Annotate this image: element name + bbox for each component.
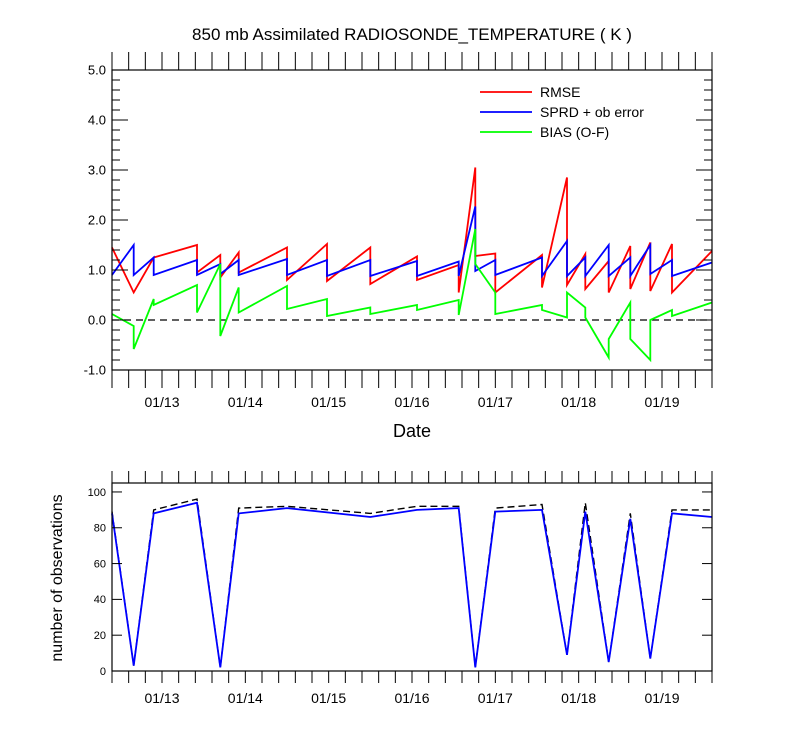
series-line-2 (111, 228, 713, 363)
y-tick-label: 100 (88, 487, 106, 499)
x-tick-label: 01/19 (644, 394, 679, 410)
x-tick-label: 01/18 (561, 690, 596, 706)
series-line-0 (111, 498, 712, 668)
x-tick-label: 01/16 (394, 690, 429, 706)
x-tick-label: 01/14 (228, 394, 263, 410)
x-tick-label: 01/17 (478, 394, 513, 410)
x-tick-label: 01/13 (144, 394, 179, 410)
x-tick-label: 01/15 (311, 690, 346, 706)
legend-label-0: RMSE (540, 84, 580, 100)
legend: RMSE SPRD + ob error BIAS (O-F) (480, 84, 644, 140)
y-tick-label: 40 (94, 594, 106, 606)
x-tick-label: 01/15 (311, 394, 346, 410)
bottom-plot-area: 0 20 40 60 80 100 01/13 01/14 01/15 01/16 01/17 01/… (88, 471, 713, 706)
y-tick-label: -1.0 (84, 363, 106, 378)
y-tick-label: 80 (94, 523, 106, 535)
top-chart-title: 850 mb Assimilated RADIOSONDE_TEMPERATUR… (192, 25, 632, 44)
y-tick-label: 3.0 (88, 163, 106, 178)
series-line-1 (111, 206, 713, 280)
bottom-chart: 0 20 40 60 80 100 01/13 01/14 01/15 01/16 01/17 01/… (49, 471, 713, 706)
x-tick-label: 01/19 (644, 690, 679, 706)
y-tick-label: 2.0 (88, 213, 106, 228)
top-plot-area: -1.0 0.0 1.0 2.0 3.0 4.0 5.0 01/13 01/14 01/15 01/… (84, 52, 713, 410)
y-tick-label: 5.0 (88, 63, 106, 78)
y-tick-label: 1.0 (88, 263, 106, 278)
y-tick-label: 0 (100, 666, 106, 678)
x-tick-label: 01/16 (394, 394, 429, 410)
y-tick-label: 60 (94, 558, 106, 570)
y-tick-label: 4.0 (88, 113, 106, 128)
x-tick-label: 01/13 (144, 690, 179, 706)
x-tick-label: 01/17 (478, 690, 513, 706)
series-line-1 (111, 501, 713, 668)
top-chart: 850 mb Assimilated RADIOSONDE_TEMPERATUR… (84, 25, 713, 441)
x-tick-label: 01/14 (228, 690, 263, 706)
legend-label-1: SPRD + ob error (540, 104, 644, 120)
y-tick-label: 0.0 (88, 313, 106, 328)
bottom-chart-ylabel: number of observations (49, 494, 66, 661)
series-line-0 (111, 167, 713, 295)
y-tick-label: 20 (94, 630, 106, 642)
x-tick-label: 01/18 (561, 394, 596, 410)
top-chart-xlabel: Date (393, 421, 431, 441)
legend-label-2: BIAS (O-F) (540, 124, 609, 140)
